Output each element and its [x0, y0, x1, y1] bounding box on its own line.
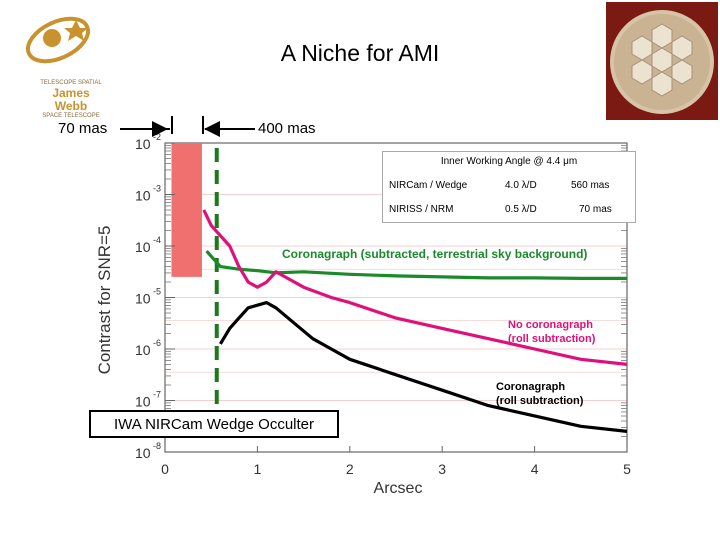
y-tick-base-0: 10 — [135, 136, 151, 152]
annotation-magenta-2: (roll subtraction) — [508, 333, 596, 345]
info-lambda-nircam: 4.0 λ/D — [505, 180, 537, 191]
y-tick-exp-0: -2 — [153, 132, 161, 142]
page-title: A Niche for AMI — [280, 40, 440, 66]
x-tick-label-2: 2 — [346, 461, 354, 477]
note-400-mas: 400 mas — [258, 120, 316, 137]
annotation-magenta-1: No coronagraph — [508, 319, 593, 331]
info-row-niriss: NIRISS / NRM 0.5 λ/D 70 mas — [383, 204, 635, 220]
mirror-image — [610, 10, 714, 114]
y-tick-exp-3: -5 — [153, 287, 161, 297]
x-tick-label-4: 4 — [531, 461, 539, 477]
series-group — [202, 209, 628, 433]
x-tick-labels: 0 1 2 3 4 5 — [161, 446, 631, 477]
logo-line-1: TELESCOPE SPATIAL — [40, 80, 102, 86]
logo-line-3: SPACE TELESCOPE — [42, 113, 100, 119]
y-tick-exp-2: -4 — [153, 235, 161, 245]
info-row-nircam: NIRCam / Wedge 4.0 λ/D 560 mas — [383, 180, 635, 196]
iwa-label-box: IWA NIRCam Wedge Occulter — [89, 410, 339, 438]
series-line-2 — [219, 301, 628, 433]
y-tick-base-4: 10 — [135, 342, 151, 358]
note-70-mas: 70 mas — [58, 120, 108, 137]
info-lambda-niriss: 0.5 λ/D — [505, 204, 537, 215]
info-mas-nircam: 560 mas — [571, 180, 610, 191]
jwst-logo-icon — [26, 16, 90, 64]
y-tick-exp-4: -6 — [153, 338, 161, 348]
x-axis-label: Arcsec — [374, 480, 423, 497]
series-line-1 — [202, 209, 628, 366]
annotation-black-2: (roll subtraction) — [496, 395, 584, 407]
y-tick-base-3: 10 — [135, 291, 151, 307]
logo-line-2: James Webb — [52, 86, 90, 113]
info-instrument-nircam: NIRCam / Wedge — [389, 180, 468, 191]
y-tick-base-2: 10 — [135, 239, 151, 255]
mirror-photo — [606, 2, 718, 120]
y-tick-labels: 10-210-310-410-510-610-710-8 — [135, 132, 175, 461]
jwst-logo: TELESCOPE SPATIAL James Webb SPACE TELES… — [16, 8, 102, 119]
shaded-region — [171, 143, 202, 277]
info-mas-niriss: 70 mas — [579, 204, 612, 215]
x-tick-label-5: 5 — [623, 461, 631, 477]
info-table-title: Inner Working Angle @ 4.4 μm — [440, 156, 578, 167]
x-tick-label-0: 0 — [161, 461, 169, 477]
x-tick-label-3: 3 — [438, 461, 446, 477]
y-tick-base-5: 10 — [135, 394, 151, 410]
y-tick-base-1: 10 — [135, 188, 151, 204]
y-tick-base-6: 10 — [135, 445, 151, 461]
y-tick-exp-5: -7 — [153, 390, 161, 400]
annotation-green: Coronagraph (subtracted, terrestrial sky… — [282, 247, 587, 261]
x-tick-label-1: 1 — [254, 461, 262, 477]
annotation-black-1: Coronagraph — [496, 381, 565, 393]
y-tick-exp-6: -8 — [153, 441, 161, 451]
y-axis-label: Contrast for SNR=5 — [95, 226, 114, 375]
info-instrument-niriss: NIRISS / NRM — [389, 204, 454, 215]
y-tick-exp-1: -3 — [153, 184, 161, 194]
iwa-info-table: Inner Working Angle @ 4.4 μm NIRCam / We… — [382, 151, 636, 223]
